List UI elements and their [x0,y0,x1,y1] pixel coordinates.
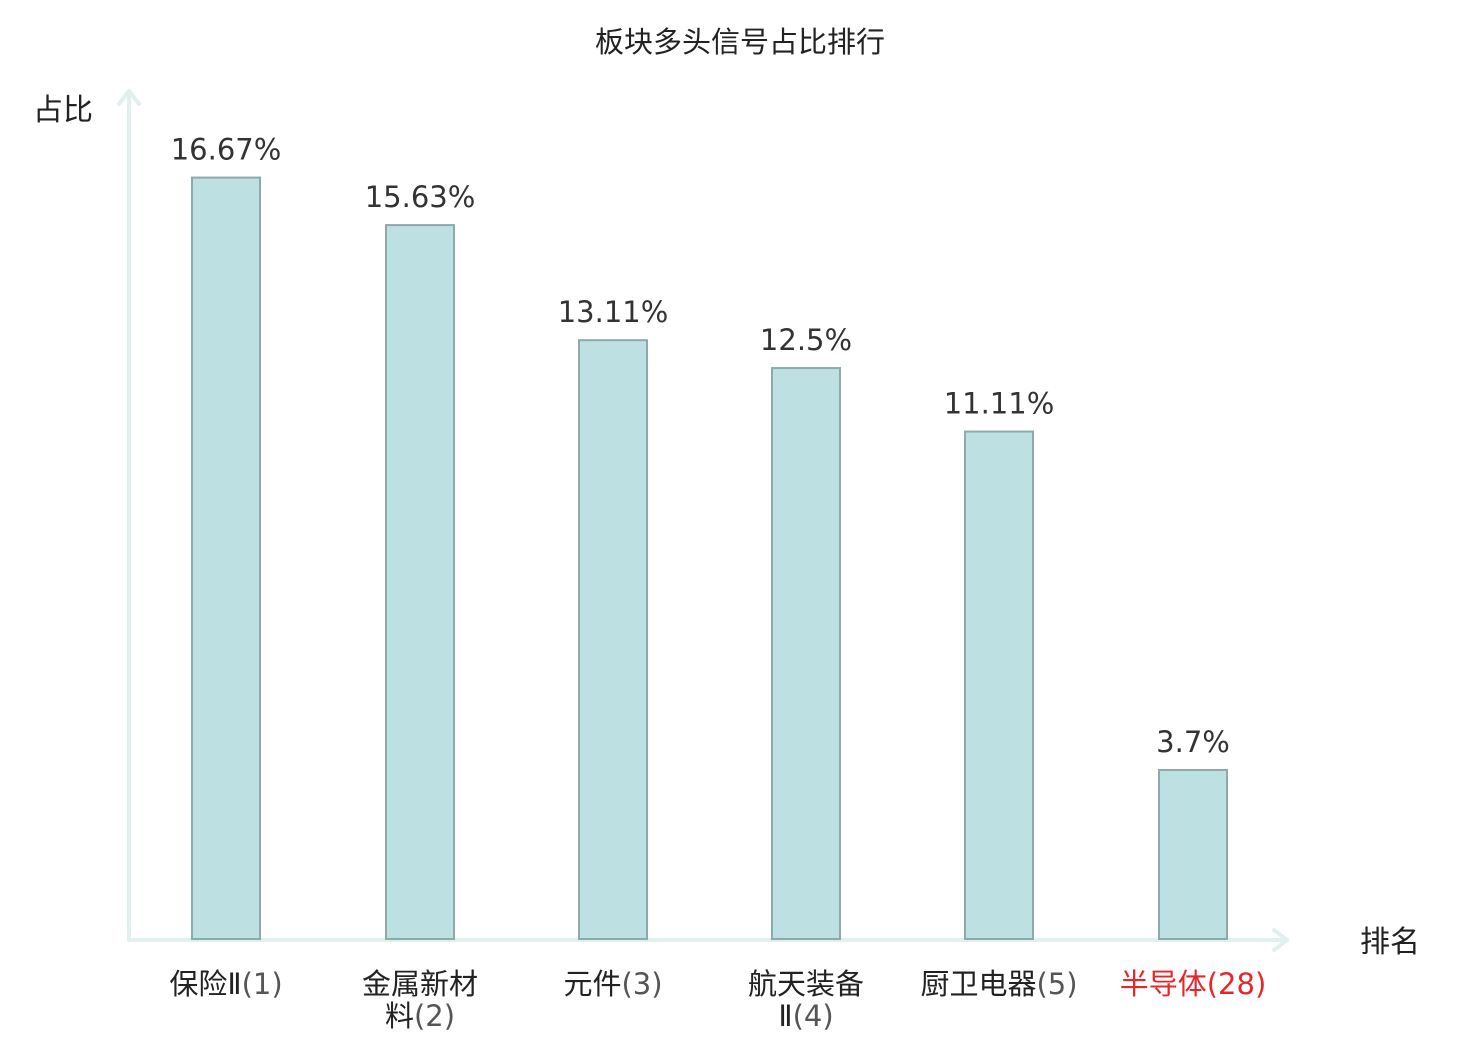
x-axis-arrow-icon [1272,928,1289,952]
y-axis-arrow-icon [117,89,141,106]
category-name: 厨卫电器 [920,967,1036,1001]
value-labels: 16.67% 15.63% 13.11% 12.5% 11.11% 3.7% [171,133,1230,759]
category-label-6: 半导体(28) [1120,967,1267,1001]
value-label-6: 3.7% [1156,725,1230,759]
bar-series [191,176,1228,941]
category-name: 半导体 [1120,967,1207,1001]
category-rank: (4) [793,999,834,1033]
category-name: 金属新材 [362,967,478,1001]
category-label-2: 金属新材 [362,967,478,1001]
chart-title: 板块多头信号占比排行 [595,25,885,59]
category-name: 料 [385,999,414,1033]
category-label-4-line-2: Ⅱ(4) [778,999,833,1033]
category-rank: (2) [414,999,455,1033]
value-label-5: 11.11% [944,387,1055,421]
category-name: 航天装备 [748,967,864,1001]
category-label-4: 航天装备 [748,967,864,1001]
category-label-3: 元件(3) [563,967,662,1001]
value-label-1: 16.67% [171,133,282,167]
axes [117,89,1289,952]
bar-4 [771,367,841,940]
category-rank: (3) [621,967,662,1001]
value-label-3: 13.11% [558,295,669,329]
bar-2 [385,224,455,941]
bar-1 [191,176,261,940]
category-label-1: 保险Ⅱ(1) [169,967,282,1001]
category-label-5: 厨卫电器(5) [920,967,1077,1001]
bar-5 [964,430,1034,940]
category-label-2-line-2: 料(2) [385,999,455,1033]
category-rank: (1) [242,967,283,1001]
value-label-2: 15.63% [365,180,476,214]
value-label-4: 12.5% [760,323,852,357]
bar-3 [578,339,648,940]
category-name: Ⅱ [778,999,792,1033]
category-rank: (28) [1207,967,1267,1001]
y-axis-label: 占比 [33,93,93,128]
category-rank: (5) [1036,967,1077,1001]
x-axis-label: 排名 [1360,925,1420,960]
category-name: 元件 [563,967,621,1001]
bar-6 [1158,769,1228,940]
category-name: 保险Ⅱ [169,967,241,1001]
